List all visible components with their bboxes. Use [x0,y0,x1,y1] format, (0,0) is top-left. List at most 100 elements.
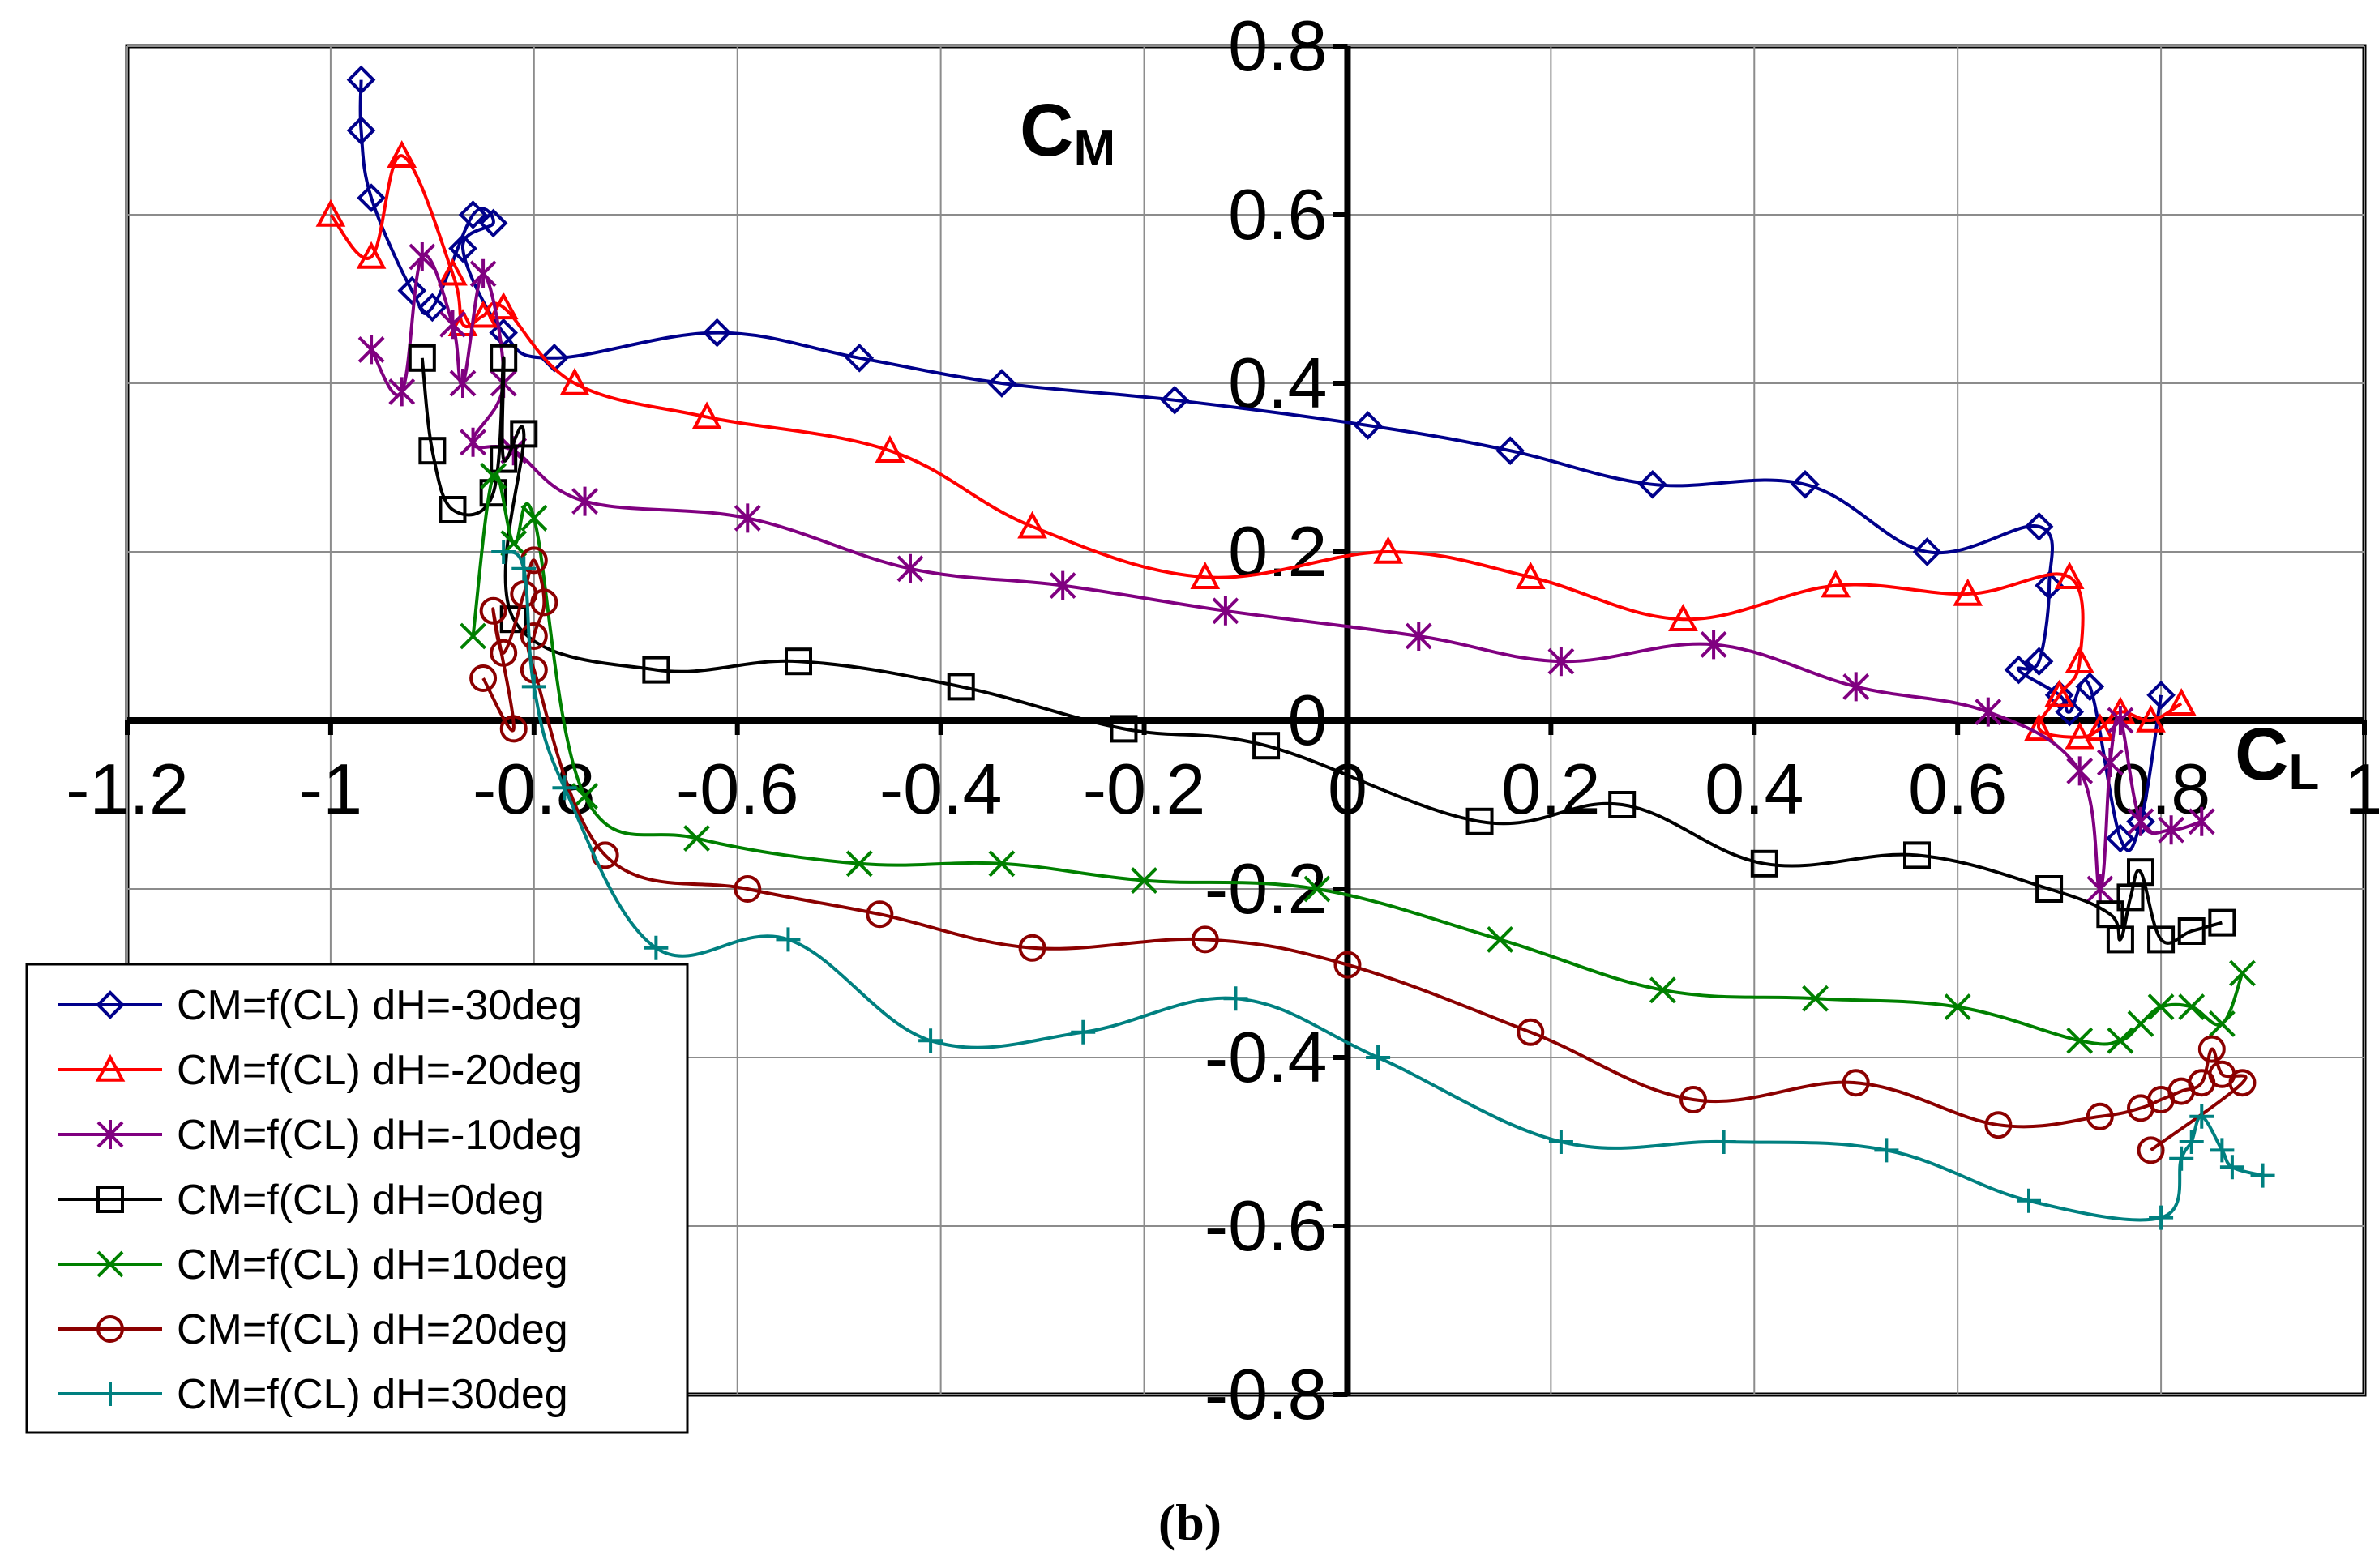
data-point [2107,706,2134,735]
data-point [1071,1019,1096,1045]
series-4 [460,462,2256,1054]
data-point [1802,985,1829,1012]
data-point [2149,1205,2174,1230]
data-point [387,139,417,168]
legend: CM=f(CL) dH=-30deg CM=f(CL) dH=-20deg CM=f… [25,963,689,1434]
x-axis-title-sub: L [2288,745,2319,801]
data-point [1465,807,1494,835]
data-point [460,427,486,457]
legend-marker [96,1315,124,1343]
data-point [702,318,732,348]
data-point [776,927,801,952]
data-point [2219,1155,2244,1180]
data-point [2024,713,2054,741]
y-tick-label: 0.8 [1228,6,1327,86]
data-point [1700,630,1727,660]
data-point [490,639,518,667]
data-point [530,588,558,617]
data-point [438,258,468,286]
data-point [409,242,436,271]
data-point [2066,756,2094,786]
data-point [1212,596,1239,626]
legend-marker [96,990,125,1019]
legend-label: CM=f(CL) dH=20deg [177,1306,568,1353]
legend-label: CM=f(CL) dH=-30deg [177,982,582,1029]
data-point [2065,721,2095,750]
data-point [491,540,516,564]
data-point [357,335,385,365]
data-point [490,344,518,372]
data-point [559,367,590,395]
data-point [1190,561,1221,589]
data-point [2188,806,2215,836]
y-axis-title-sub: M [1073,121,1115,177]
data-point [1160,385,1190,415]
data-point [460,622,486,650]
data-point [552,775,577,801]
data-point [2106,823,2135,853]
data-point [469,258,497,288]
data-point [2044,679,2074,707]
data-point [1487,925,1514,953]
data-point [1366,1045,1391,1070]
data-point [1223,986,1248,1011]
axes [125,44,2367,1397]
x-tick-labels: -1.2 -1 -0.8 -0.6 -0.4 -0.2 0 0.2 0.4 0.6 0.8 1 [66,749,2379,829]
legend-marker [95,1053,126,1082]
data-point [1912,537,1942,566]
data-point [2210,1138,2235,1163]
data-point [1252,732,1281,760]
data-series [315,65,2275,1230]
legend-label: CM=f(CL) dH=-10deg [177,1112,582,1159]
data-point [479,596,507,625]
x-tick-label: -1 [299,749,362,829]
y-axis-title-main: C [1020,89,1073,172]
legend-label: CM=f(CL) dH=0deg [177,1177,545,1224]
x-tick-label: 0 [1328,749,1367,829]
data-point [1131,867,1157,895]
data-point [2177,917,2206,945]
data-point [315,199,346,227]
data-point [2127,1010,2154,1037]
data-point [2086,1102,2114,1130]
data-point [2250,1163,2275,1188]
data-point [1405,622,1432,651]
data-point [2137,1136,2165,1164]
x-tick-label: 0.6 [1908,749,2007,829]
y-tick-label: 0.6 [1228,174,1327,254]
data-point [2189,1104,2214,1129]
data-point [947,673,975,701]
data-point [2197,1035,2226,1063]
data-point [356,241,387,269]
data-point [683,825,710,852]
data-point [2229,959,2256,987]
series-6 [491,540,2275,1230]
data-point [521,674,546,699]
data-point [1333,951,1362,979]
data-point [458,200,488,229]
data-point [2024,511,2054,541]
data-point [2035,570,2064,600]
y-tick-labels: -0.8-0.6-0.4-0.200.20.40.60.8 [1204,6,1328,1434]
data-point [1495,436,1525,466]
data-point [448,233,477,263]
data-point [1679,1086,1707,1113]
legend-marker [96,1186,124,1213]
data-point [511,556,537,581]
data-point [488,292,519,320]
data-point [408,344,436,372]
data-point [2147,925,2176,954]
data-point [2065,645,2095,673]
data-point [1874,1138,1899,1163]
x-tick-label: -0.4 [879,749,1003,829]
y-tick-label: 0 [1288,680,1328,760]
data-point [1750,849,1778,878]
x-tick-label: -0.6 [676,749,799,829]
data-point [2136,704,2166,733]
data-point [866,900,894,929]
data-point [490,445,518,473]
data-point [644,935,669,960]
data-point [1547,647,1575,677]
data-point [417,293,447,323]
